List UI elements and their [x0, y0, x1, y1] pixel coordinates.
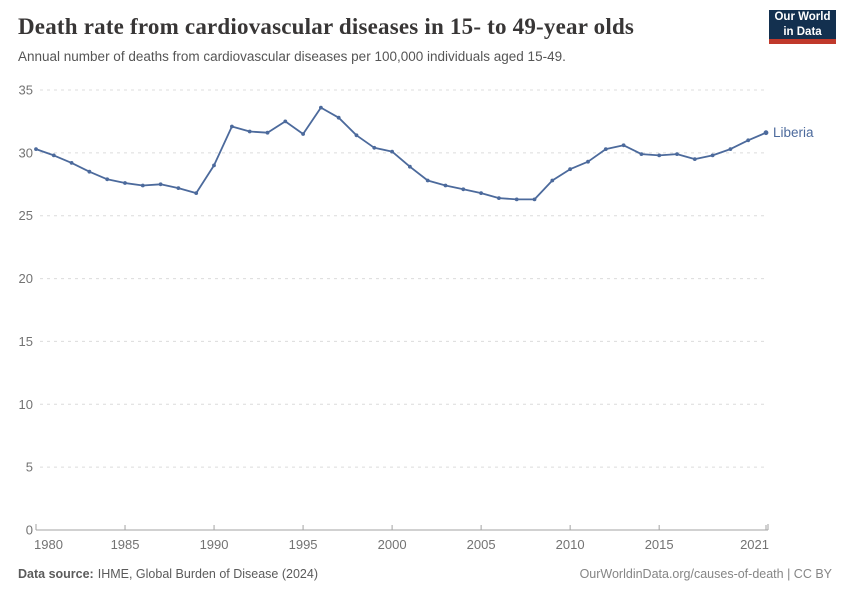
- page-title: Death rate from cardiovascular diseases …: [18, 14, 635, 39]
- y-tick-label-10: 10: [19, 397, 33, 412]
- data-point-2016[interactable]: [675, 152, 679, 157]
- data-point-1985[interactable]: [123, 181, 127, 185]
- x-tick-label-2010: 2010: [556, 537, 585, 552]
- x-tick-label-2015: 2015: [645, 537, 674, 552]
- x-tick-label-1990: 1990: [200, 537, 229, 552]
- data-point-1993[interactable]: [265, 130, 270, 135]
- x-tick-label-2005: 2005: [467, 537, 496, 552]
- data-point-1982[interactable]: [69, 161, 74, 165]
- data-point-1986[interactable]: [140, 183, 145, 188]
- data-point-2007[interactable]: [514, 197, 519, 202]
- data-point-2005[interactable]: [479, 191, 483, 196]
- chart-footer: Data source: IHME, Global Burden of Dise…: [18, 567, 832, 581]
- data-source: Data source: IHME, Global Burden of Dise…: [18, 567, 318, 581]
- data-point-1983[interactable]: [87, 169, 92, 174]
- data-point-2014[interactable]: [639, 152, 644, 157]
- y-tick-label-35: 35: [19, 83, 33, 98]
- data-point-2011[interactable]: [586, 159, 590, 164]
- data-point-1999[interactable]: [372, 145, 377, 150]
- chart-subtitle: Annual number of deaths from cardiovascu…: [18, 49, 566, 64]
- data-point-1991[interactable]: [230, 124, 234, 129]
- y-tick-label-30: 30: [19, 145, 33, 160]
- x-tick-label-2000: 2000: [378, 537, 407, 552]
- data-point-1990[interactable]: [212, 163, 216, 168]
- y-tick-label-25: 25: [19, 208, 33, 223]
- data-point-2009[interactable]: [550, 178, 555, 183]
- data-point-1980[interactable]: [34, 147, 38, 152]
- data-point-2012[interactable]: [603, 147, 608, 152]
- y-tick-label-15: 15: [19, 334, 33, 349]
- data-point-1998[interactable]: [354, 133, 359, 138]
- data-point-1994[interactable]: [283, 119, 288, 124]
- logo-text-line2: in Data: [783, 25, 822, 38]
- data-point-1995[interactable]: [301, 132, 305, 136]
- series-label-liberia: Liberia: [773, 125, 814, 140]
- logo-text-line1: Our World: [774, 11, 831, 24]
- data-point-2021[interactable]: [763, 130, 769, 136]
- chart-header: Death rate from cardiovascular diseases …: [18, 14, 754, 64]
- data-point-2002[interactable]: [425, 178, 430, 183]
- y-tick-label-5: 5: [26, 460, 33, 475]
- owid-logo[interactable]: Our World in Data: [769, 10, 836, 44]
- data-point-2004[interactable]: [461, 187, 466, 192]
- credit-link[interactable]: OurWorldinData.org/causes-of-death | CC …: [579, 567, 832, 581]
- y-tick-label-20: 20: [19, 271, 33, 286]
- data-point-2020[interactable]: [746, 138, 751, 143]
- data-point-2019[interactable]: [728, 147, 733, 152]
- data-point-2015[interactable]: [657, 153, 662, 158]
- data-source-label: Data source:: [18, 567, 94, 581]
- y-tick-label-0: 0: [26, 523, 33, 538]
- data-point-2010[interactable]: [568, 167, 572, 172]
- data-point-1989[interactable]: [194, 191, 199, 196]
- data-point-1996[interactable]: [319, 105, 323, 110]
- data-point-1984[interactable]: [105, 177, 110, 182]
- data-point-1992[interactable]: [247, 129, 252, 134]
- data-point-2017[interactable]: [692, 157, 697, 162]
- x-tick-label-1980: 1980: [34, 537, 63, 552]
- data-point-2000[interactable]: [390, 149, 394, 154]
- data-point-2006[interactable]: [497, 196, 501, 201]
- data-source-value: IHME, Global Burden of Disease (2024): [97, 567, 318, 581]
- data-point-2013[interactable]: [621, 143, 626, 148]
- data-line-liberia[interactable]: [35, 106, 767, 201]
- data-point-1997[interactable]: [336, 115, 341, 120]
- data-point-1988[interactable]: [176, 186, 181, 191]
- x-tick-label-1985: 1985: [111, 537, 140, 552]
- data-point-1981[interactable]: [51, 153, 56, 158]
- data-point-2008[interactable]: [532, 197, 537, 202]
- data-point-2001[interactable]: [408, 164, 412, 169]
- x-tick-label-1995: 1995: [289, 537, 318, 552]
- data-point-2018[interactable]: [710, 153, 715, 158]
- data-point-2003[interactable]: [443, 183, 448, 188]
- x-tick-label-2021: 2021: [740, 537, 769, 552]
- data-point-1987[interactable]: [158, 182, 163, 187]
